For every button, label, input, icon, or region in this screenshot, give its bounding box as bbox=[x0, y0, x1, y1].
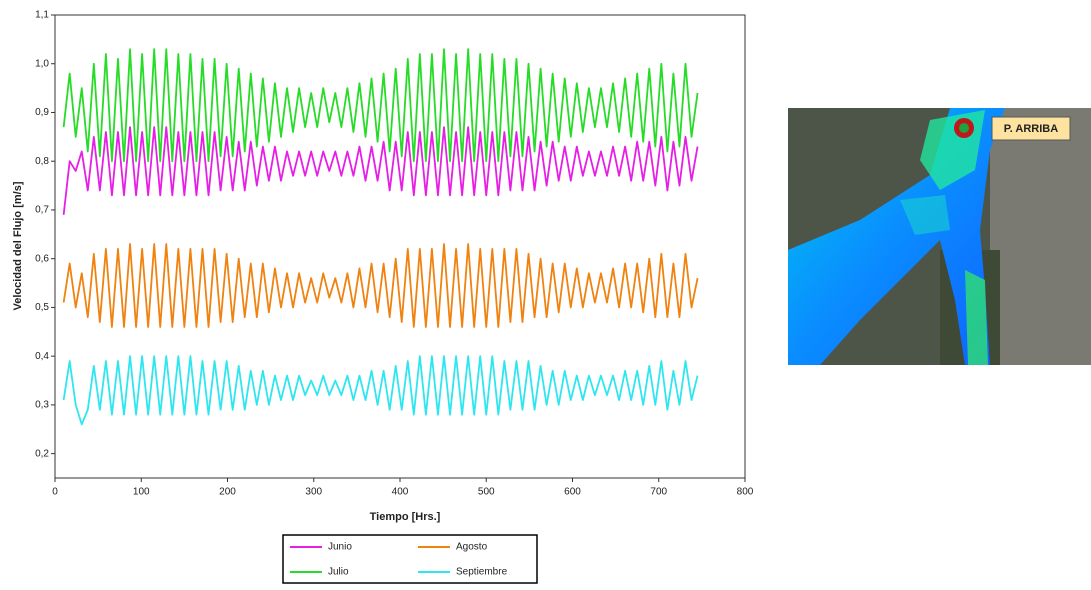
y-tick-label: 1,0 bbox=[35, 58, 49, 69]
plot-frame bbox=[55, 15, 745, 478]
x-tick-label: 800 bbox=[737, 487, 754, 498]
series-line bbox=[64, 356, 698, 424]
legend-label: Septiembre bbox=[456, 567, 508, 578]
y-tick-label: 0,5 bbox=[35, 302, 49, 313]
x-axis-label: Tiempo [Hrs.] bbox=[370, 511, 441, 523]
x-tick-label: 400 bbox=[392, 487, 409, 498]
y-tick-label: 0,9 bbox=[35, 107, 49, 118]
y-tick-label: 0,4 bbox=[35, 351, 49, 362]
legend-label: Junio bbox=[328, 542, 352, 553]
x-tick-label: 600 bbox=[564, 487, 581, 498]
x-tick-label: 300 bbox=[305, 487, 322, 498]
map-label: P. ARRIBA bbox=[1004, 123, 1058, 135]
y-tick-label: 0,2 bbox=[35, 448, 49, 459]
map-image: P. ARRIBA bbox=[788, 108, 1091, 365]
y-tick-label: 0,6 bbox=[35, 253, 49, 264]
y-tick-label: 1,1 bbox=[35, 10, 49, 21]
figure: P. ARRIBA Tiempo [Hrs.] Velocidad del Fl… bbox=[0, 0, 1091, 585]
y-axis-label: Velocidad del Flujo [m/s] bbox=[12, 181, 24, 310]
x-tick-label: 200 bbox=[219, 487, 236, 498]
x-tick-label: 100 bbox=[133, 487, 150, 498]
x-tick-label: 0 bbox=[52, 487, 58, 498]
x-tick-label: 500 bbox=[478, 487, 495, 498]
legend-label: Julio bbox=[328, 567, 349, 578]
series-line bbox=[64, 49, 698, 161]
y-tick-label: 0,7 bbox=[35, 205, 49, 216]
y-tick-label: 0,3 bbox=[35, 400, 49, 411]
x-tick-label: 700 bbox=[650, 487, 667, 498]
legend-label: Agosto bbox=[456, 542, 488, 553]
series-line bbox=[64, 244, 698, 327]
y-tick-label: 0,8 bbox=[35, 156, 49, 167]
